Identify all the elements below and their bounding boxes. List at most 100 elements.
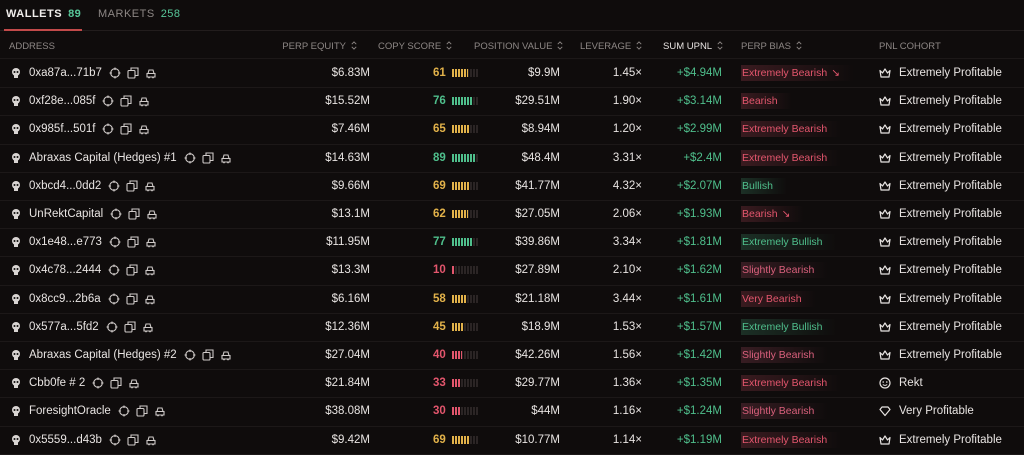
copytrade-icon — [146, 436, 156, 445]
wallet-address[interactable]: UnRektCapital — [29, 208, 104, 220]
score-meter-fill — [451, 351, 463, 359]
column-header-label: SUM UPNL — [663, 41, 713, 52]
perp-bias-tag: Extremely Bearish — [741, 431, 842, 448]
wallet-avatar — [12, 96, 20, 107]
pnl-cohort: Extremely Profitable — [899, 151, 1002, 164]
score-meter — [451, 125, 478, 134]
pnl-cohort: Rekt — [899, 377, 923, 390]
copy-icon — [126, 180, 138, 192]
leverage: 1.45× — [612, 67, 642, 79]
column-header: PNL COHORT — [879, 41, 941, 52]
leverage: 2.10× — [612, 264, 642, 277]
wallet-address[interactable]: ForesightOracle — [29, 405, 111, 418]
perp-bias: Bearish — [742, 208, 778, 220]
tab-divider — [0, 30, 1024, 31]
score-meter — [451, 210, 478, 218]
position-value: $48.4M — [521, 151, 560, 164]
copy-score: 69 — [433, 433, 446, 446]
copy-icon — [124, 321, 136, 333]
pnl-cohort: Very Profitable — [899, 405, 974, 418]
sum-upnl: +$1.81M — [676, 236, 722, 249]
perp-bias-tag: Extremely Bearish — [741, 375, 842, 392]
leverage: 3.34× — [612, 236, 642, 249]
sum-upnl: +$1.93M — [676, 208, 722, 220]
column-header[interactable]: SUM UPNL — [663, 41, 723, 52]
score-meter-fill — [451, 435, 470, 444]
wallet-address[interactable]: 0x577a...5fd2 — [29, 320, 99, 333]
position-value: $27.89M — [515, 264, 560, 277]
perp-bias-tag: Extremely Bullish — [741, 318, 837, 335]
track-icon — [184, 349, 196, 361]
wallet-address[interactable]: 0x4c78...2444 — [29, 264, 102, 277]
score-meter — [451, 69, 478, 77]
position-value: $8.94M — [521, 123, 560, 136]
column-header-label: PERP EQUITY — [282, 41, 346, 52]
wallet-avatar — [12, 434, 20, 445]
copy-icon — [128, 208, 140, 220]
copy-icon — [127, 434, 139, 446]
perp-bias: Extremely Bearish — [742, 377, 828, 390]
score-meter — [451, 351, 478, 359]
row-divider — [0, 87, 1024, 89]
track-icon — [118, 405, 130, 417]
row-divider — [0, 425, 1024, 427]
wallet-address[interactable]: 0xf28e...085f — [29, 95, 96, 108]
wallet-address[interactable]: 0x985f...501f — [29, 123, 96, 136]
sum-upnl: +$1.61M — [676, 292, 722, 305]
wallet-address[interactable]: Abraxas Capital (Hedges) #2 — [29, 349, 177, 361]
column-header[interactable]: LEVERAGE — [580, 41, 642, 52]
track-icon — [108, 264, 120, 276]
copy-icon — [120, 95, 133, 107]
tab[interactable]: MARKETS 258 — [98, 8, 181, 20]
leverage: 1.36× — [612, 377, 642, 390]
score-meter-fill — [451, 125, 469, 134]
track-icon — [92, 377, 104, 389]
copy-icon — [202, 152, 214, 164]
position-value: $21.18M — [515, 292, 560, 305]
row-divider — [0, 312, 1024, 314]
copy-score: 89 — [433, 151, 446, 164]
column-header[interactable]: POSITION VALUE — [474, 41, 564, 52]
copy-icon — [126, 293, 138, 305]
column-header[interactable]: PERP BIAS — [741, 41, 802, 52]
perp-bias: Bearish — [742, 95, 778, 108]
perp-bias-tag: Extremely Bearish ↘ — [741, 65, 855, 81]
wallet-avatar — [12, 209, 20, 219]
wallet-address[interactable]: 0xa87a...71b7 — [29, 67, 102, 79]
perp-equity: $38.08M — [325, 405, 370, 418]
wallet-avatar — [12, 152, 20, 163]
perp-bias: Extremely Bearish — [742, 433, 828, 446]
wallet-avatar — [12, 237, 20, 248]
copytrade-icon — [155, 407, 165, 417]
cohort-icon — [879, 237, 891, 247]
perp-equity: $9.42M — [331, 433, 370, 446]
wallet-address[interactable]: 0x5559...d43b — [29, 433, 102, 446]
wallet-address[interactable]: Cbb0fe # 2 — [29, 377, 86, 390]
wallet-avatar — [12, 68, 20, 78]
score-meter-fill — [451, 210, 468, 218]
row-divider — [0, 397, 1024, 399]
wallet-address[interactable]: 0xbcd4...0dd2 — [29, 179, 102, 192]
sum-upnl: +$2.07M — [676, 179, 722, 192]
tab[interactable]: WALLETS 89 — [6, 8, 81, 20]
perp-bias: Slightly Bearish — [742, 264, 815, 277]
score-meter-fill — [451, 407, 460, 416]
column-header[interactable]: COPY SCORE — [378, 41, 452, 52]
track-icon — [109, 236, 121, 248]
column-header-label: POSITION VALUE — [474, 41, 553, 52]
column-header-label: PERP BIAS — [741, 41, 791, 52]
perp-bias-tag: Bearish ↘ — [741, 206, 805, 222]
copytrade-icon — [145, 295, 155, 304]
leverage: 1.90× — [612, 95, 642, 108]
wallet-address[interactable]: Abraxas Capital (Hedges) #1 — [29, 151, 177, 164]
sum-upnl: +$1.57M — [676, 320, 722, 333]
perp-bias: Extremely Bearish — [742, 123, 828, 136]
copy-score: 69 — [433, 179, 446, 192]
perp-bias-tag: Extremely Bearish — [741, 149, 842, 166]
column-header[interactable]: PERP EQUITY — [282, 41, 357, 52]
position-value: $29.51M — [515, 95, 560, 108]
wallet-avatar — [12, 378, 20, 389]
wallet-address[interactable]: 0x1e48...e773 — [29, 236, 102, 249]
sum-upnl: +$4.94M — [676, 67, 722, 79]
wallet-address[interactable]: 0x8cc9...2b6a — [29, 292, 101, 305]
